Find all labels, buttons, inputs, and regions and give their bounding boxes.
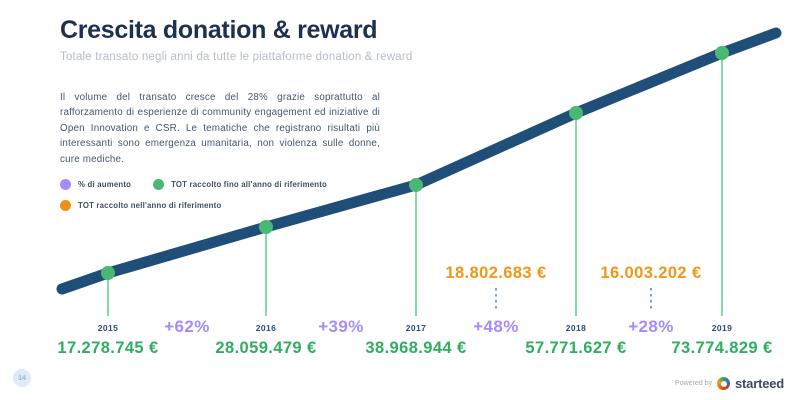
page-number-badge: 14 <box>13 369 31 387</box>
powered-by-label: Powered by <box>675 380 713 387</box>
cumulative-value-label: 28.059.479 € <box>215 339 317 357</box>
growth-percent-label: +39% <box>318 317 364 336</box>
year-tick-label: 2015 <box>97 323 119 333</box>
growth-percent-label: +62% <box>164 317 210 336</box>
growth-percent-label: +28% <box>628 317 674 336</box>
year-tick-label: 2019 <box>711 323 733 333</box>
year-tick-label: 2017 <box>405 323 427 333</box>
year-tick-label: 2016 <box>255 323 277 333</box>
starteed-logo-icon <box>717 377 731 390</box>
year-tick-label: 2018 <box>565 323 587 333</box>
annual-total-label: 18.802.683 € <box>445 264 547 282</box>
cumulative-value-label: 57.771.627 € <box>525 339 627 357</box>
cumulative-value-label: 17.278.745 € <box>57 339 159 357</box>
annual-total-label: 16.003.202 € <box>600 264 702 282</box>
footer: Powered by starteed <box>675 376 784 391</box>
brand-name: starteed <box>735 376 784 391</box>
cumulative-value-label: 38.968.944 € <box>365 339 467 357</box>
growth-percent-label: +48% <box>473 317 519 336</box>
cumulative-value-label: 73.774.829 € <box>671 339 773 357</box>
